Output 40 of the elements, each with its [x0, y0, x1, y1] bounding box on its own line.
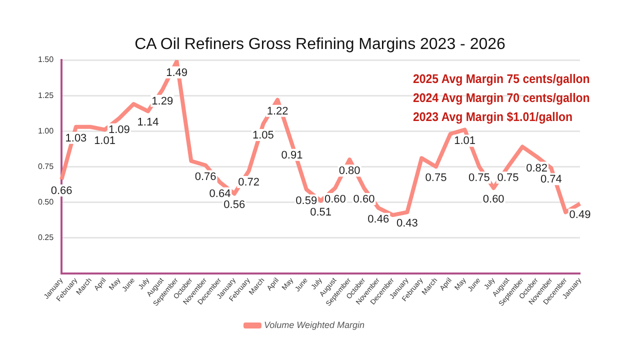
data-label: 0.64 [209, 188, 231, 200]
data-label: 0.66 [50, 185, 72, 198]
chart-title: CA Oil Refiners Gross Refining Margins 2023 - 2026 [134, 36, 506, 54]
data-label: 1.01 [94, 135, 116, 148]
data-label: 1.03 [65, 132, 87, 144]
data-label: 0.75 [468, 172, 490, 184]
annotation: 2025 Avg Margin 75 cents/gallon [413, 71, 590, 88]
y-tick-label: 1.00 [38, 126, 54, 136]
data-label: 0.60 [482, 194, 504, 206]
data-label: 0.76 [194, 170, 216, 183]
data-label: 0.56 [224, 199, 246, 212]
data-label: 0.51 [310, 206, 332, 218]
data-label: 0.59 [296, 194, 318, 207]
y-tick-label: 1.50 [38, 55, 54, 64]
data-label: 1.01 [454, 135, 476, 148]
data-label: 0.75 [497, 172, 519, 184]
data-label: 0.60 [324, 194, 346, 206]
data-label: 0.74 [540, 174, 562, 186]
data-label: 0.75 [425, 172, 447, 184]
data-label: 1.05 [252, 130, 274, 142]
data-label: 0.49 [569, 209, 591, 222]
y-tick-label: 0.25 [38, 233, 54, 242]
data-label: 0.72 [238, 176, 260, 188]
data-label: 0.91 [281, 149, 303, 162]
legend-label: Volume Weighted Margin [264, 320, 365, 330]
annotation: 2023 Avg Margin $1.01/gallon [413, 109, 574, 126]
y-tick-label: 0.75 [38, 162, 54, 171]
y-tick-label: 0.50 [38, 197, 54, 206]
annotation: 2024 Avg Margin 70 cents/gallon [413, 90, 590, 107]
data-label: 1.49 [166, 66, 188, 79]
data-label: 1.09 [108, 124, 130, 136]
data-label: 0.80 [338, 165, 360, 178]
data-label: 0.82 [526, 162, 548, 174]
data-label: 1.22 [266, 105, 288, 118]
y-tick-label: 1.25 [38, 90, 54, 100]
data-label: 1.29 [152, 95, 174, 108]
data-label: 0.46 [368, 213, 390, 226]
data-label: 0.60 [353, 194, 375, 206]
data-label: 0.43 [396, 218, 418, 230]
data-label: 1.14 [137, 116, 159, 129]
